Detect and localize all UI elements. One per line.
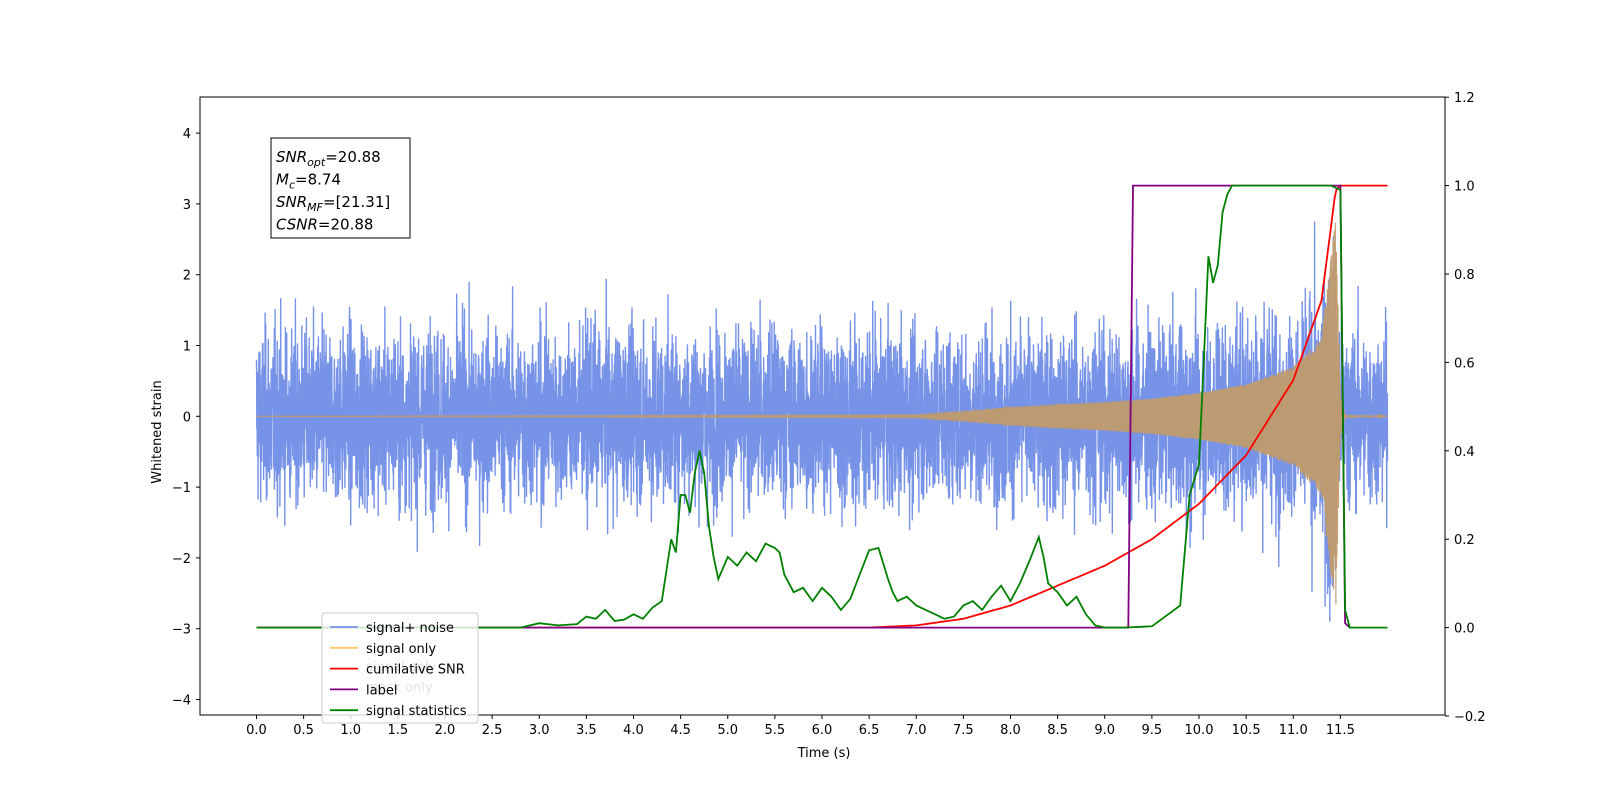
axes: 0.0 0.5 1.0 1.5 2.0 2.5 3.0 3.5 4.0 4.5 5.0 5.5 6.0 6…	[172, 91, 1486, 738]
y-tick-label: −1	[172, 481, 191, 496]
y2-tick-label: 1.2	[1454, 91, 1475, 106]
x-tick-label: 5.0	[717, 723, 738, 738]
legend-label: label	[366, 683, 397, 698]
x-tick-label: 3.5	[576, 723, 597, 738]
x-tick-label: 7.5	[953, 723, 974, 738]
x-tick-label: 10.5	[1232, 723, 1261, 738]
legend-label: cumilative SNR	[366, 663, 465, 678]
x-tick-label: 8.0	[1000, 723, 1021, 738]
legend-label: signal+ noise	[366, 621, 454, 636]
x-tick-label: 11.0	[1279, 723, 1308, 738]
y2-tick-label: 0.4	[1454, 445, 1475, 460]
y-tick-label: 1	[183, 340, 191, 355]
x-tick-label: 5.5	[765, 723, 786, 738]
legend-frame	[321, 612, 479, 724]
x-tick-label: 8.5	[1047, 723, 1068, 738]
x-tick-label: 1.5	[388, 723, 409, 738]
x-tick-label: 6.5	[859, 723, 880, 738]
y2-tick-label: 1.0	[1454, 180, 1475, 195]
annotation-line: SNRopt=20.88	[276, 148, 381, 169]
x-tick-label: 6.0	[812, 723, 833, 738]
x-tick-label: 9.5	[1142, 723, 1163, 738]
x-tick-label: 2.0	[435, 723, 456, 738]
y-tick-label: 2	[183, 269, 191, 284]
y-tick-label: 4	[183, 127, 191, 142]
annotation-line: CSNR=20.88	[276, 216, 373, 234]
x-tick-label: 9.0	[1094, 723, 1115, 738]
annotation-line: SNRMF=[21.31]	[276, 193, 390, 214]
x-tick-label: 11.5	[1326, 723, 1355, 738]
series-signal-only	[256, 222, 1388, 605]
x-tick-label: 7.0	[906, 723, 927, 738]
annotation-line: Mc=8.74	[276, 171, 341, 192]
y2-tick-label: 0.8	[1454, 268, 1475, 283]
legend: signal onlymask onlysignal+ noisesignal …	[321, 612, 479, 724]
x-tick-label: 10.0	[1185, 723, 1214, 738]
x-tick-label: 0.0	[246, 723, 267, 738]
y-tick-label: −2	[172, 552, 191, 567]
legend-label: signal only	[366, 642, 436, 657]
x-tick-label: 4.0	[623, 723, 644, 738]
annotation-frame	[270, 137, 411, 239]
y-tick-label: 3	[183, 198, 191, 213]
x-tick-label: 4.5	[670, 723, 691, 738]
y2-tick-label: 0.2	[1454, 533, 1475, 548]
y-tick-label: 0	[183, 410, 191, 425]
x-tick-label: 0.5	[293, 723, 314, 738]
y2-tick-label: −0.2	[1454, 710, 1486, 725]
x-tick-label: 3.0	[529, 723, 550, 738]
x-axis-title: Time (s)	[797, 746, 851, 761]
legend-label: signal statistics	[366, 704, 467, 719]
series-signal-statistics	[256, 184, 1388, 629]
x-tick-label: 1.0	[340, 723, 361, 738]
y-axis-title: Whitened strain	[150, 380, 165, 483]
y2-tick-label: 0.6	[1454, 356, 1475, 371]
y-tick-label: −3	[172, 623, 191, 638]
x-tick-label: 2.5	[482, 723, 503, 738]
y2-tick-label: 0.0	[1454, 622, 1475, 637]
y-tick-label: −4	[172, 694, 191, 709]
